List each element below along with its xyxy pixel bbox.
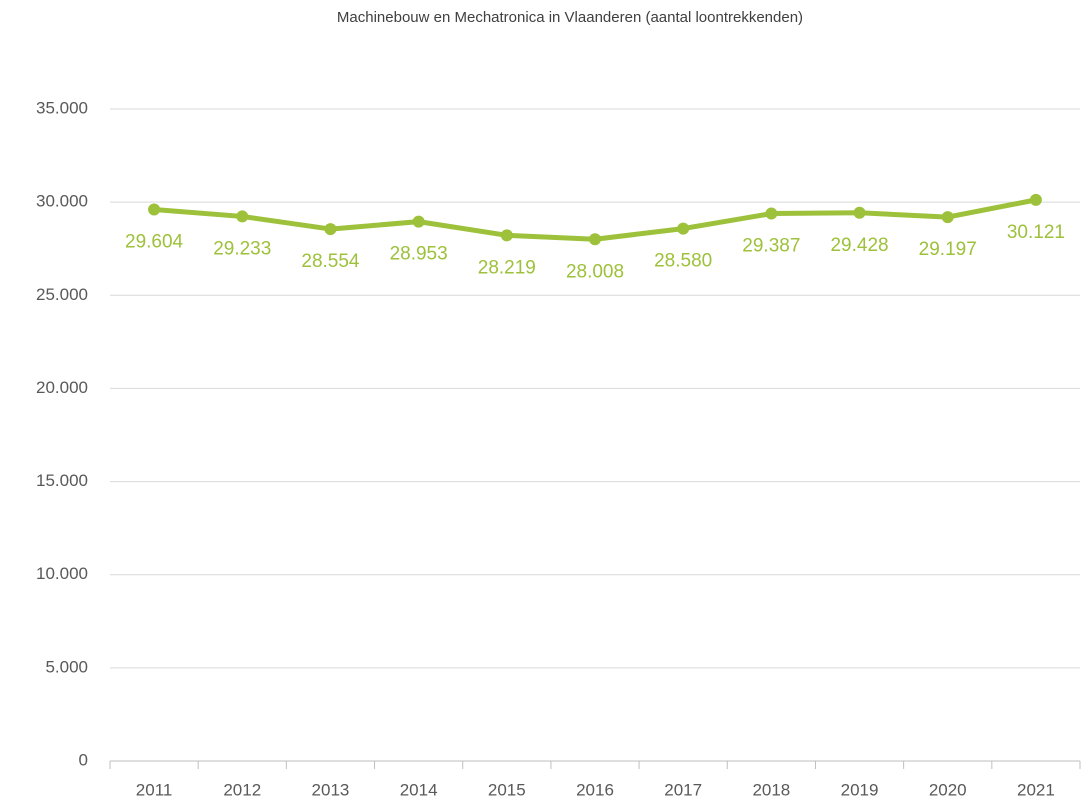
y-tick-label: 25.000 bbox=[36, 285, 88, 304]
data-label: 29.604 bbox=[125, 232, 184, 253]
x-tick-label: 2018 bbox=[752, 780, 790, 799]
chart-title: Machinebouw en Mechatronica in Vlaandere… bbox=[337, 9, 803, 26]
data-point bbox=[236, 210, 249, 223]
x-tick-label: 2020 bbox=[929, 780, 967, 799]
data-point bbox=[324, 223, 337, 236]
x-tick-label: 2014 bbox=[400, 780, 438, 799]
y-tick-label: 0 bbox=[79, 750, 88, 769]
x-tick-label: 2021 bbox=[1017, 780, 1055, 799]
data-point bbox=[1029, 193, 1042, 206]
y-tick-label: 35.000 bbox=[36, 98, 88, 117]
data-point bbox=[853, 206, 866, 219]
data-label: 29.233 bbox=[213, 238, 271, 259]
data-label: 29.197 bbox=[919, 239, 977, 260]
data-label: 29.428 bbox=[830, 235, 888, 256]
x-tick-label: 2015 bbox=[488, 780, 526, 799]
data-point bbox=[412, 215, 425, 228]
data-label: 28.554 bbox=[301, 251, 360, 272]
data-label: 28.219 bbox=[478, 257, 536, 278]
data-label: 29.387 bbox=[742, 236, 800, 257]
x-tick-label: 2019 bbox=[841, 780, 879, 799]
x-tick-label: 2011 bbox=[136, 780, 173, 799]
x-tick-label: 2017 bbox=[664, 780, 702, 799]
data-label: 28.008 bbox=[566, 261, 624, 282]
x-tick-label: 2012 bbox=[223, 780, 261, 799]
data-point bbox=[500, 229, 513, 242]
data-point bbox=[148, 203, 161, 216]
data-label: 28.953 bbox=[390, 244, 448, 265]
y-tick-label: 5.000 bbox=[45, 657, 88, 676]
y-tick-label: 30.000 bbox=[36, 192, 88, 211]
data-point bbox=[765, 207, 778, 220]
x-tick-label: 2013 bbox=[312, 780, 350, 799]
data-label: 30.121 bbox=[1007, 222, 1065, 243]
y-tick-label: 15.000 bbox=[36, 471, 88, 490]
y-tick-label: 20.000 bbox=[36, 378, 88, 397]
y-tick-label: 10.000 bbox=[36, 564, 88, 583]
data-point bbox=[589, 233, 601, 246]
data-point bbox=[677, 222, 690, 235]
data-point bbox=[941, 211, 954, 224]
data-label: 28.580 bbox=[654, 251, 712, 272]
x-tick-label: 2016 bbox=[576, 780, 614, 799]
